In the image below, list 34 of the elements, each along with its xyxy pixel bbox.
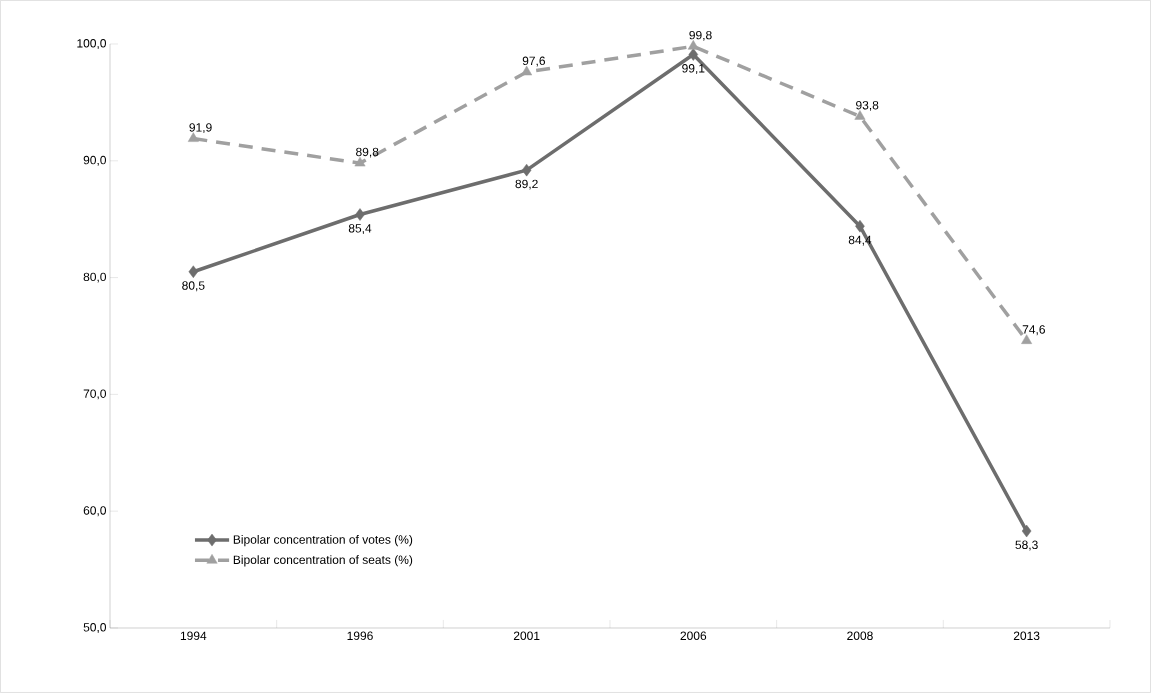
legend-label: Bipolar concentration of seats (%): [233, 555, 413, 567]
y-tick-label: 100,0: [77, 39, 107, 49]
point: [188, 265, 199, 278]
x-tick-label: 2008: [847, 631, 873, 641]
point: [1021, 524, 1032, 538]
y-tick-label: 80,0: [83, 272, 107, 283]
y-tick-label: 50,0: [83, 623, 107, 633]
x-tick-label: 1996: [347, 631, 373, 641]
point: [855, 219, 865, 233]
point: [521, 163, 532, 177]
point: [187, 132, 199, 142]
point: [355, 208, 365, 221]
y-tick-label: 90,0: [83, 155, 107, 166]
point: [688, 48, 699, 61]
data-label: 97,6: [522, 56, 546, 67]
point: [854, 110, 866, 120]
x-tick-label: 2006: [680, 631, 707, 641]
data-label: 89,8: [356, 147, 379, 158]
y-tick-label: 60,0: [83, 506, 107, 517]
data-label: 74,6: [1022, 325, 1045, 336]
data-label: 93,8: [856, 100, 879, 111]
x-tick-label: 2013: [1013, 631, 1040, 641]
data-label: 89,2: [515, 179, 538, 190]
data-label: 99,8: [689, 30, 712, 41]
data-label: 80,5: [182, 281, 205, 292]
legend-label: Bipolar concentration of votes (%): [233, 535, 413, 547]
x-tick-label: 2001: [513, 631, 540, 641]
data-label: 99,1: [682, 64, 705, 74]
data-label: 91,9: [189, 123, 212, 134]
data-label: 58,3: [1015, 540, 1038, 551]
x-tick-label: 1994: [180, 631, 207, 641]
point: [1021, 334, 1033, 344]
data-label: 85,4: [348, 224, 372, 234]
y-tick-label: 70,0: [83, 389, 107, 400]
